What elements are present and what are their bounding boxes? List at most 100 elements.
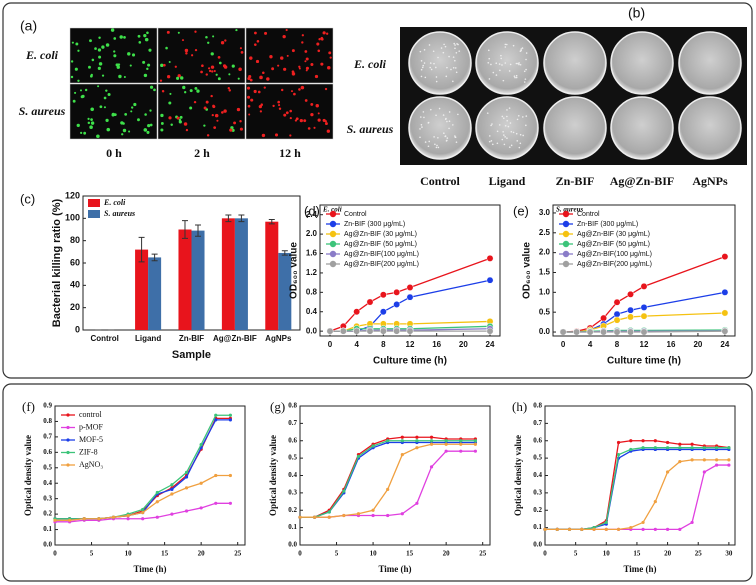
cell [182,85,186,90]
data-point [702,458,706,462]
y-tick-label: 0.3 [533,488,542,496]
cell [80,95,84,99]
cell [322,31,326,35]
data-point [141,507,145,512]
cell [201,64,204,68]
legend-marker [329,240,337,248]
data-point [111,515,116,519]
data-point [653,527,657,531]
cell [149,85,154,89]
data-point [690,520,694,525]
row-label: E. coli [25,48,59,62]
colony [490,124,492,127]
cell [233,121,237,125]
cell [285,111,289,115]
cell [286,54,289,57]
data-point [356,454,361,458]
data-point [715,463,719,467]
cell [310,113,314,117]
cell [196,89,200,93]
legend-label: Zn-BIF (300 μg/mL) [577,221,638,228]
y-tick-label: 0.4 [288,471,297,479]
cell [314,74,319,79]
cell [103,96,107,100]
colony [501,138,504,141]
colony [501,64,503,66]
legend-label: Ag@Zn-BIF (50 μg/mL) [344,241,417,248]
data-point [641,527,645,531]
panel-label: (g) [270,399,285,414]
annotation: E. coli [322,206,342,214]
x-tick-label: 20 [459,340,468,349]
x-tick-label: AgNPs [265,334,292,343]
cell [88,65,91,69]
micrograph [157,27,246,84]
cell [215,73,218,76]
cell [221,111,224,114]
cell [193,100,197,104]
x-axis-label: Culture time (h) [373,356,447,367]
y-tick-label: 0.6 [533,436,542,444]
cell [298,67,301,70]
cell [305,69,308,72]
colony [491,143,494,146]
data-point [366,327,374,335]
data-point [429,442,434,446]
data-point [170,487,174,491]
colony [522,134,524,137]
cell [168,101,172,105]
colony [520,49,522,52]
colony [523,70,526,73]
cell [116,65,120,69]
cell [147,63,151,67]
cell [185,52,188,55]
data-point [627,313,634,321]
colony [444,45,447,48]
data-point [702,446,706,450]
cell [91,58,95,62]
legend-label: AgNO₃ [79,460,103,469]
cell [129,64,132,67]
cell [328,51,332,55]
data-point [678,460,682,464]
data-point [199,481,203,485]
cell [191,54,194,57]
x-tick-label: 10 [125,550,133,558]
legend-marker [562,240,570,248]
x-tick-label: 20 [198,550,206,558]
cell [137,118,140,122]
colony [505,43,508,46]
cell [181,39,185,42]
colony [446,137,449,139]
colony [522,116,524,118]
cell [210,65,215,69]
cell [227,86,230,90]
data-point [184,486,189,490]
legend-marker [66,425,70,430]
colony [501,115,504,118]
cell [70,75,74,79]
cell [147,124,151,128]
cell [304,60,307,63]
cell [123,35,126,39]
data-point [653,499,657,504]
data-point [444,439,448,443]
cell [184,91,187,94]
legend-marker [329,250,337,258]
cell [167,75,171,79]
colony [423,62,426,64]
panel-label: (b) [628,5,645,21]
colony [502,130,504,133]
data-point [665,470,670,474]
y-tick-label: 0.2 [288,506,297,514]
colony [515,62,518,65]
data-point [400,439,404,443]
colony [488,140,491,143]
legend-swatch [88,199,100,207]
colony [448,127,450,130]
panel-label: (f) [22,399,35,414]
y-tick-label: 0.5 [43,463,52,471]
data-point [415,435,419,439]
data-point [629,526,633,530]
cell [293,92,296,96]
